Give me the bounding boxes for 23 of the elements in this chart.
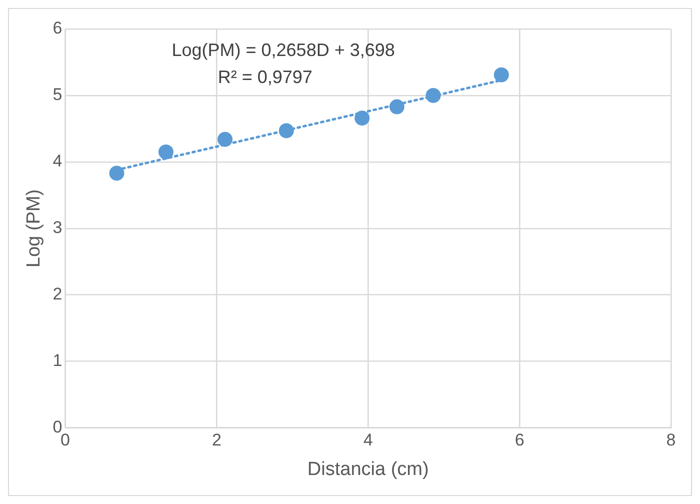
point [426,88,441,103]
y-tick-label: 2 [52,284,62,304]
y-tick-label: 1 [52,351,62,370]
point [354,110,370,126]
x-axis-title: Distancia (cm) [307,458,429,480]
annotation: Log(PM) = 0,2658D + 3,698 [172,40,395,60]
point [218,132,233,147]
y-tick-label: 0 [52,417,62,436]
y-tick-label: 6 [52,18,62,38]
x-tick-label: 4 [363,430,373,450]
y-axis-title: Log (PM) [24,189,45,268]
point [494,67,509,82]
y-tick-label: 3 [52,218,62,238]
y-tick-label: 4 [52,152,62,171]
point [389,99,404,114]
x-tick-label: 6 [514,430,524,450]
point [109,166,124,181]
y-tick-label: 5 [52,85,62,104]
point [158,144,174,160]
point [278,123,294,138]
annotation: R² = 0,9797 [218,66,312,87]
x-tick-label: 8 [666,430,676,450]
x-tick-label: 2 [212,430,222,450]
